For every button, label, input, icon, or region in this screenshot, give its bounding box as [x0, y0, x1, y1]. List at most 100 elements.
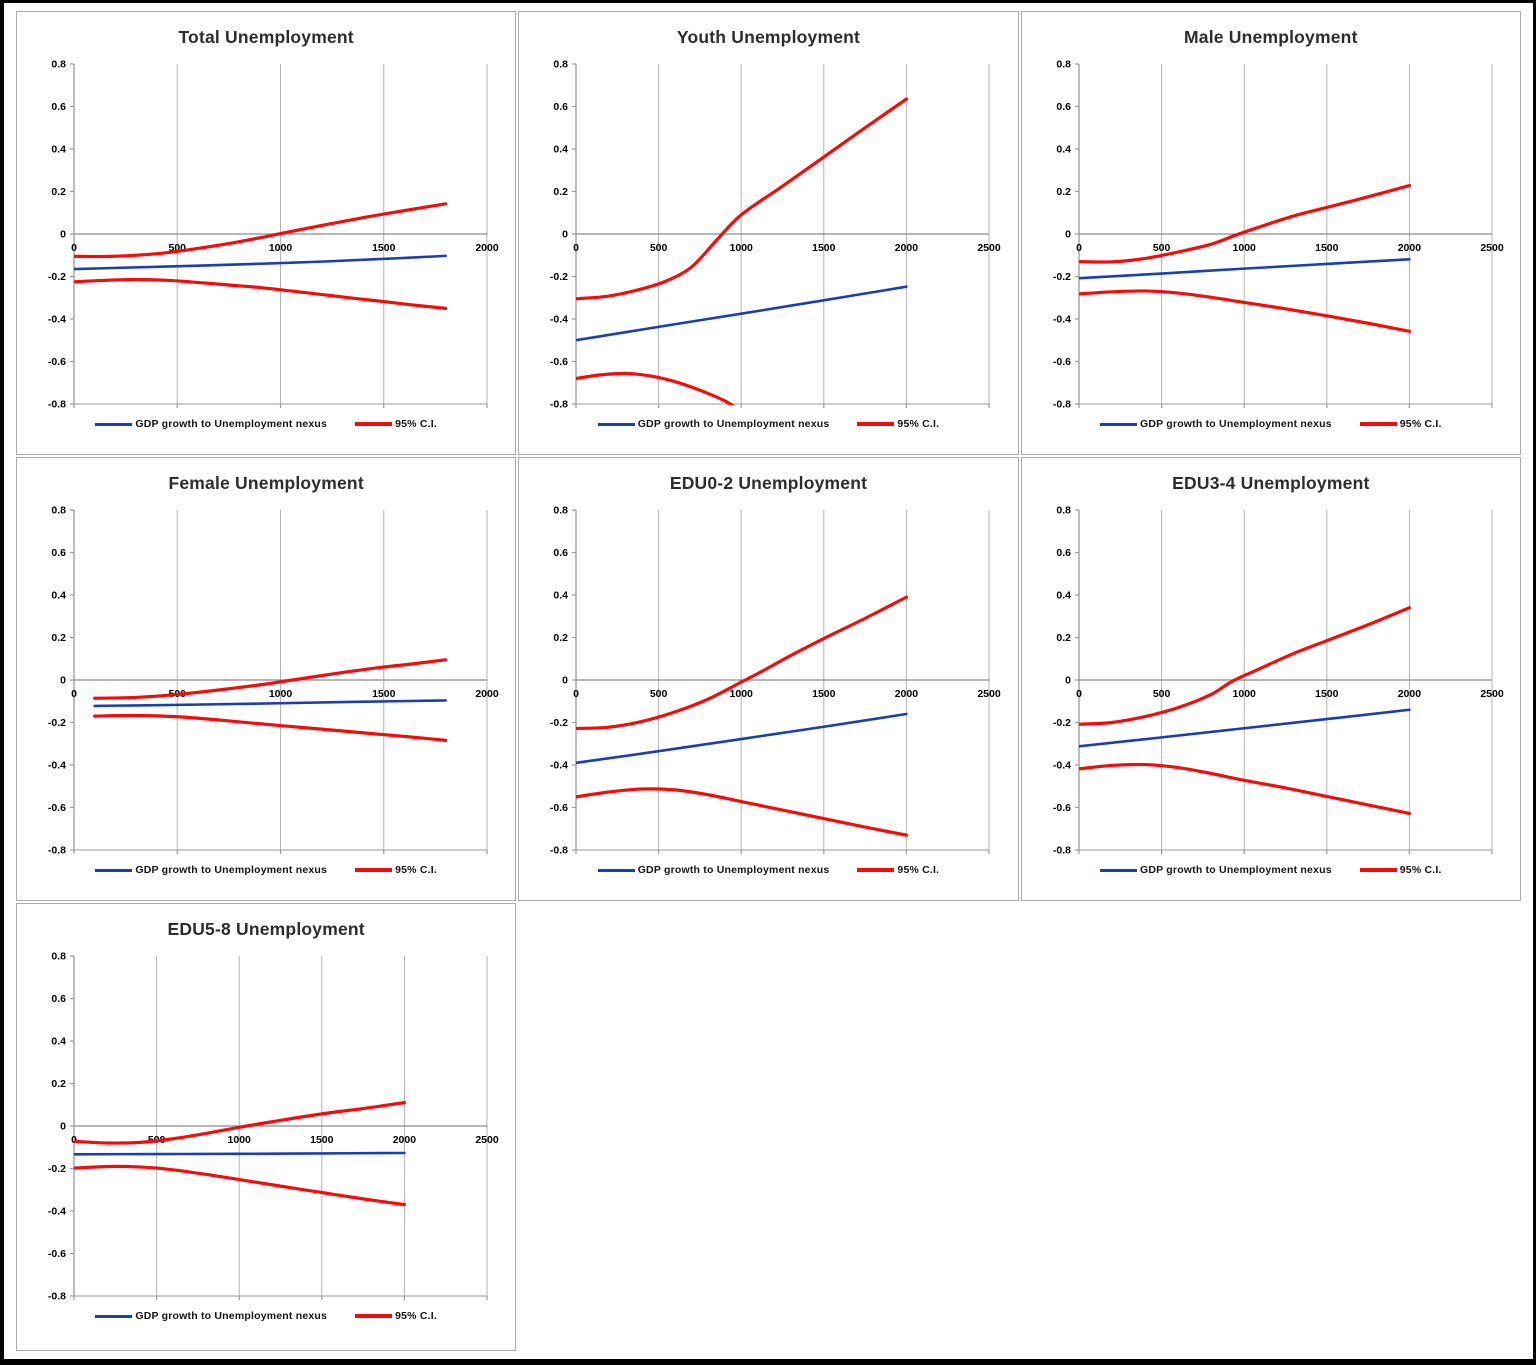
y-axis-labels: 0.8 0.6 0.4 0.2 0 -0.2 -0.4 -0.6 -0.8 [550, 59, 568, 411]
chart-panel: Total Unemployment 0.8 0.6 0.4 0.2 0 -0.2 -0.4 -… [16, 11, 517, 455]
ci-lower-line [1078, 289, 1411, 333]
plot-area-svg: 0.80.60.40.20-0.2-0.4-0.6-0.80 500 1000 150… [550, 59, 1002, 411]
chart-panel: Female Unemployment 0.8 0.6 0.4 0.2 0 -0.2 -0.4… [16, 457, 517, 901]
x-tick-label: 1000 [269, 688, 293, 700]
legend-item-ci: 95% C.I. [1359, 864, 1442, 876]
y-tick-label: 0.6 [52, 547, 67, 559]
x-tick-label: 1500 [813, 242, 837, 254]
y-tick-label: 0 [60, 229, 66, 241]
legend-label-nexus: GDP growth to Unemployment nexus [1140, 418, 1332, 430]
x-tick-label: 2000 [475, 242, 499, 254]
legend: GDP growth to Unemployment nexus 95% C.I. [17, 864, 515, 876]
chart-panel: EDU0-2 Unemployment 0.8 0.6 0.4 0.2 0 -0.2 -0.4… [518, 457, 1019, 901]
chart-panel: EDU5-8 Unemployment 0.8 0.6 0.4 0.2 0 -0.2 -0.4… [16, 903, 517, 1351]
legend-item-nexus: GDP growth to Unemployment nexus [95, 864, 327, 876]
x-tick-label: 500 [650, 242, 668, 254]
chart-panel: Male Unemployment 0.8 0.6 0.4 0.2 0 -0.2 -0.4 -0… [1020, 11, 1521, 455]
legend-item-nexus: GDP growth to Unemployment nexus [597, 418, 830, 430]
y-tick-label: -0.4 [550, 760, 568, 772]
y-tick-label: 0.8 [52, 59, 67, 71]
y-tick-label: 0.6 [52, 101, 67, 113]
ci-upper-line [93, 658, 448, 700]
y-tick-label: -0.2 [1053, 271, 1071, 283]
y-tick-label: 0.2 [1056, 632, 1071, 644]
y-tick-label: 0.6 [1056, 101, 1071, 113]
legend-item-ci: 95% C.I. [857, 418, 939, 430]
x-tick-label: 2500 [1480, 688, 1504, 700]
y-tick-label: 0.4 [554, 590, 569, 602]
x-axis-labels: 0 500 1000 1500 2000 [71, 688, 499, 700]
chart-panel: Youth Unemployment 0.8 0.6 0.4 0.2 0 -0.2 -0.4 -… [518, 11, 1019, 455]
axes [70, 955, 488, 1300]
x-tick-label: 2500 [1480, 242, 1504, 254]
y-tick-label: -0.6 [550, 356, 568, 368]
axes [1074, 509, 1493, 854]
x-tick-label: 1000 [730, 242, 754, 254]
ci-lower-line [74, 277, 448, 310]
y-tick-label: -0.2 [550, 271, 568, 283]
y-tick-label: 0.8 [52, 505, 67, 517]
legend: GDP growth to Unemployment nexus 95% C.I. [519, 864, 1017, 876]
x-tick-label: 2000 [1398, 688, 1422, 700]
nexus-line [74, 1151, 406, 1156]
x-tick-label: 1000 [269, 242, 293, 254]
x-tick-label: 2500 [978, 242, 1002, 254]
y-tick-label: 0.4 [1056, 144, 1071, 156]
chart-title: Male Unemployment [1184, 27, 1358, 47]
x-tick-label: 0 [71, 688, 77, 700]
chart-title: Total Unemployment [178, 27, 354, 47]
nexus-line-swatch-icon [95, 868, 133, 872]
axes [572, 63, 991, 408]
series-lines [576, 595, 909, 837]
y-tick-label: -0.4 [48, 1206, 66, 1218]
legend-label-nexus: GDP growth to Unemployment nexus [135, 1310, 328, 1322]
y-tick-label: -0.2 [1053, 717, 1071, 729]
x-tick-label: 1500 [372, 242, 396, 254]
nexus-line-swatch-icon [95, 422, 133, 426]
chart-title: Female Unemployment [168, 473, 364, 493]
y-tick-label: 0.6 [554, 547, 569, 559]
x-tick-label: 0 [1076, 688, 1082, 700]
y-axis-labels: 0.8 0.6 0.4 0.2 0 -0.2 -0.4 -0.6 -0.8 [550, 505, 568, 857]
legend: GDP growth to Unemployment nexus 95% C.I. [17, 1310, 515, 1322]
y-tick-label: -0.8 [550, 845, 568, 857]
legend-label-ci: 95% C.I. [1399, 418, 1442, 430]
ci-upper-line [576, 97, 909, 301]
y-tick-label: -0.2 [48, 1163, 66, 1175]
y-tick-label: -0.4 [48, 314, 66, 326]
y-tick-label: 0.4 [52, 1036, 67, 1048]
nexus-line-swatch-icon [95, 1314, 133, 1318]
x-axis-labels: 0 500 1000 1500 2000 [71, 242, 499, 254]
y-tick-label: 0.8 [554, 505, 569, 517]
y-tick-label: -0.8 [550, 399, 568, 411]
ci-upper-line [74, 202, 448, 259]
legend-item-ci: 95% C.I. [355, 418, 437, 430]
ci-line-swatch-icon [1359, 868, 1397, 872]
x-tick-label: 500 [650, 688, 668, 700]
x-tick-label: 2000 [1398, 242, 1422, 254]
series-lines [74, 202, 448, 310]
x-tick-label: 0 [71, 242, 77, 254]
legend-item-ci: 95% C.I. [355, 1310, 437, 1322]
legend-label-ci: 95% C.I. [395, 1310, 437, 1322]
plot-area-svg: 0.80.60.40.20-0.2-0.4-0.6-0.80 500 1000 150… [48, 951, 499, 1303]
y-tick-label: 0.2 [52, 1078, 67, 1090]
y-tick-label: 0.6 [52, 993, 67, 1005]
y-tick-label: 0 [60, 675, 66, 687]
x-tick-label: 2000 [895, 242, 919, 254]
ci-upper-line [576, 595, 909, 731]
legend: GDP growth to Unemployment nexus 95% C.I. [17, 418, 515, 430]
x-axis-labels: 0 500 1000 1500 2000 2500 [574, 242, 1002, 254]
ci-upper-line [1078, 183, 1411, 264]
y-tick-label: 0.8 [1056, 59, 1071, 71]
legend-label-ci: 95% C.I. [897, 864, 940, 876]
x-tick-label: 1500 [1315, 242, 1339, 254]
y-tick-label: 0.6 [1056, 547, 1071, 559]
legend-item-nexus: GDP growth to Unemployment nexus [1100, 418, 1332, 430]
nexus-line-swatch-icon [1100, 422, 1138, 426]
x-tick-label: 1500 [813, 688, 837, 700]
y-tick-label: -0.6 [48, 802, 66, 814]
y-tick-label: 0.8 [52, 951, 67, 963]
ci-upper-line [1078, 606, 1411, 726]
